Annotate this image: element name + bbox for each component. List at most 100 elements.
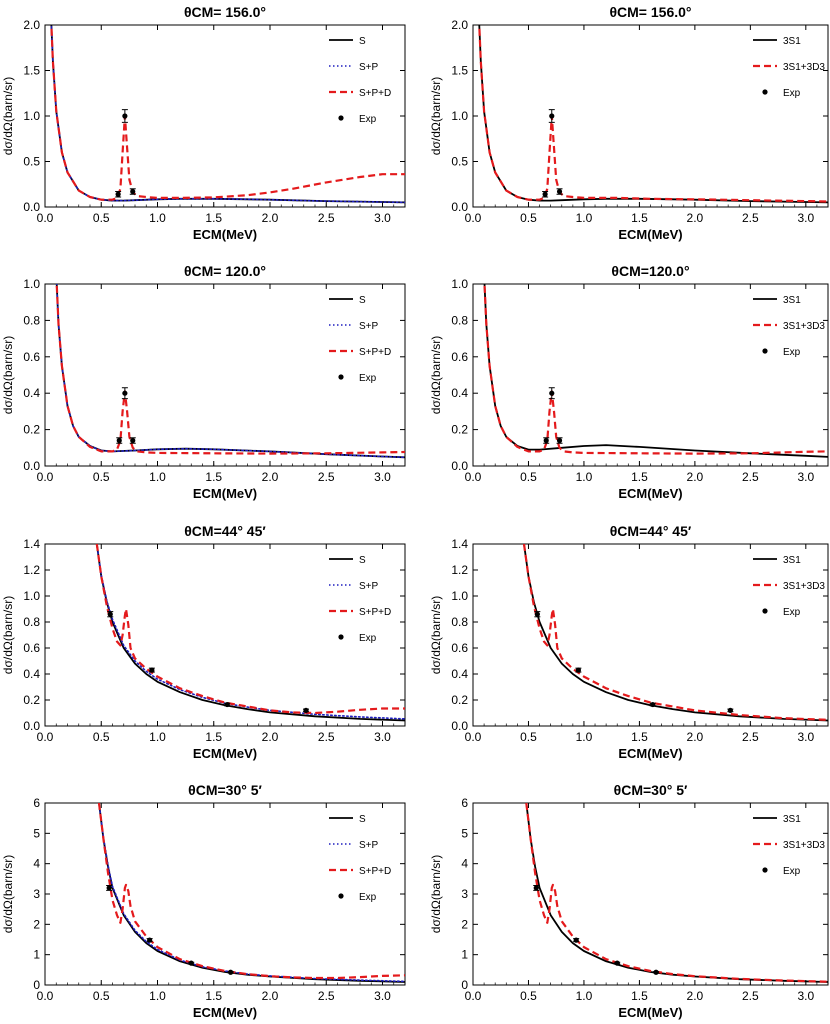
series-line [483, 284, 828, 458]
x-tick-label: 0.5 [93, 470, 110, 484]
x-tick-label: 3.0 [374, 470, 391, 484]
series-line [50, 25, 405, 204]
y-tick-label: 0.8 [451, 615, 468, 629]
x-tick-label: 2.5 [742, 989, 759, 1003]
series-line [478, 25, 828, 203]
y-tick-label: 0.0 [451, 200, 468, 214]
x-tick-label: 0.0 [37, 989, 54, 1003]
x-tick-label: 2.5 [318, 470, 335, 484]
y-tick-label: 1.5 [451, 64, 468, 78]
x-axis-label: ECM(MeV) [618, 746, 682, 761]
legend-marker [762, 348, 768, 354]
data-point [549, 390, 555, 396]
y-tick-label: 6 [461, 796, 468, 810]
series-line [525, 803, 828, 983]
data-point [727, 707, 733, 714]
x-axis-label: ECM(MeV) [193, 227, 257, 242]
y-tick-label: 1 [33, 948, 40, 962]
x-tick-label: 2.0 [262, 730, 279, 744]
y-axis-label: dσ/dΩ(barn/sr) [1, 596, 15, 674]
panel-title: θCM=44° 45′ [184, 523, 266, 539]
legend-label: 3S1 [783, 814, 801, 825]
data-point [543, 437, 549, 444]
data-point [106, 885, 112, 891]
y-tick-label: 2 [33, 917, 40, 931]
x-tick-label: 0.0 [37, 211, 54, 225]
data-point [115, 191, 121, 197]
legend-label: S+P+D [359, 88, 391, 99]
x-tick-label: 1.0 [149, 211, 166, 225]
legend-label: S+P [359, 321, 379, 332]
x-tick-label: 0.5 [93, 730, 110, 744]
legend-label: S+P [359, 840, 379, 851]
data-point [107, 611, 113, 617]
y-tick-label: 0.6 [23, 641, 40, 655]
y-axis-label: dσ/dΩ(barn/sr) [429, 855, 443, 933]
x-tick-label: 1.0 [576, 989, 593, 1003]
y-tick-label: 4 [461, 857, 468, 871]
x-tick-label: 1.5 [205, 730, 222, 744]
x-tick-label: 2.5 [742, 211, 759, 225]
panel-title: θCM= 156.0° [184, 4, 266, 20]
x-axis-label: ECM(MeV) [618, 1005, 682, 1020]
chart-panel: 0.0 0.5 1.0 1.5 2.0 2.5 3.0 0.0 0.2 0.4 0.6 0.8 1.0 1… [1, 523, 406, 761]
series-line [98, 803, 405, 983]
data-point [149, 667, 155, 673]
x-tick-label: 1.0 [576, 470, 593, 484]
x-tick-label: 2.5 [318, 989, 335, 1003]
plot-frame [44, 543, 406, 727]
x-tick-label: 0.5 [520, 470, 537, 484]
x-tick-label: 0.0 [465, 989, 482, 1003]
y-tick-label: 0.0 [451, 459, 468, 473]
x-axis-label: ECM(MeV) [618, 486, 682, 501]
data-point [122, 390, 128, 396]
x-tick-label: 2.0 [687, 211, 704, 225]
legend-label: S [359, 555, 366, 566]
series-line [522, 544, 828, 721]
y-tick-label: 0.6 [23, 350, 40, 364]
y-tick-label: 0.2 [23, 423, 40, 437]
y-axis-label: dσ/dΩ(barn/sr) [429, 77, 443, 155]
y-tick-label: 0.4 [451, 386, 468, 400]
x-tick-label: 1.0 [149, 730, 166, 744]
legend-label: 3S1 [783, 36, 801, 47]
x-tick-label: 1.0 [149, 470, 166, 484]
series-line [483, 284, 828, 455]
y-tick-label: 0.4 [23, 386, 40, 400]
y-tick-label: 1.0 [451, 109, 468, 123]
data-point [533, 885, 539, 891]
y-tick-label: 0.5 [451, 155, 468, 169]
y-tick-label: 1.0 [23, 109, 40, 123]
x-tick-label: 2.0 [687, 989, 704, 1003]
x-tick-label: 0.5 [93, 211, 110, 225]
chart-panel: 0.0 0.5 1.0 1.5 2.0 2.5 3.0 0.0 0.5 1.0 1.5 2.0 θCM=… [429, 4, 829, 242]
data-point [556, 188, 563, 195]
x-tick-label: 0.5 [520, 211, 537, 225]
y-tick-label: 0.6 [451, 641, 468, 655]
y-tick-label: 0.0 [23, 200, 40, 214]
y-axis-label: dσ/dΩ(barn/sr) [429, 336, 443, 414]
y-tick-label: 3 [461, 887, 468, 901]
x-tick-label: 2.0 [262, 989, 279, 1003]
x-tick-label: 1.5 [631, 470, 648, 484]
chart-panel: 0.0 0.5 1.0 1.5 2.0 2.5 3.0 0 1 2 3 4 5 6 θCM=30° 5′ EC… [429, 782, 829, 1020]
y-tick-label: 0.0 [451, 719, 468, 733]
legend-label: S+P+D [359, 607, 391, 618]
x-tick-label: 0.0 [465, 211, 482, 225]
x-tick-label: 0.5 [520, 730, 537, 744]
data-point [614, 960, 620, 966]
y-tick-label: 1.4 [451, 537, 468, 551]
y-tick-label: 3 [33, 887, 40, 901]
x-tick-label: 0.0 [465, 730, 482, 744]
y-tick-label: 1.5 [23, 64, 40, 78]
legend-label: S [359, 814, 366, 825]
data-point [575, 667, 581, 673]
y-tick-label: 1.0 [451, 589, 468, 603]
x-tick-label: 0.5 [520, 989, 537, 1003]
y-tick-label: 0.0 [23, 719, 40, 733]
y-tick-label: 6 [33, 796, 40, 810]
x-tick-label: 0.0 [37, 730, 54, 744]
data-point [534, 611, 540, 617]
y-axis-label: dσ/dΩ(barn/sr) [1, 855, 15, 933]
